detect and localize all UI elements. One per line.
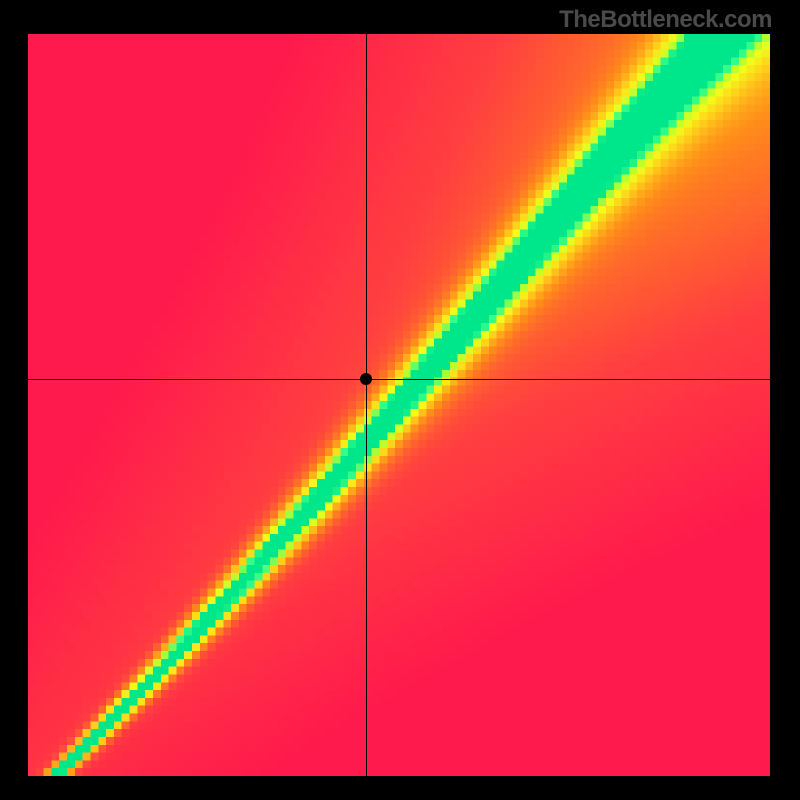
chart-container: TheBottleneck.com [0, 0, 800, 800]
crosshair-vertical [366, 34, 367, 776]
data-point-marker [360, 373, 372, 385]
watermark-text: TheBottleneck.com [559, 6, 772, 34]
crosshair-horizontal [28, 379, 770, 380]
heatmap-canvas [28, 34, 770, 776]
